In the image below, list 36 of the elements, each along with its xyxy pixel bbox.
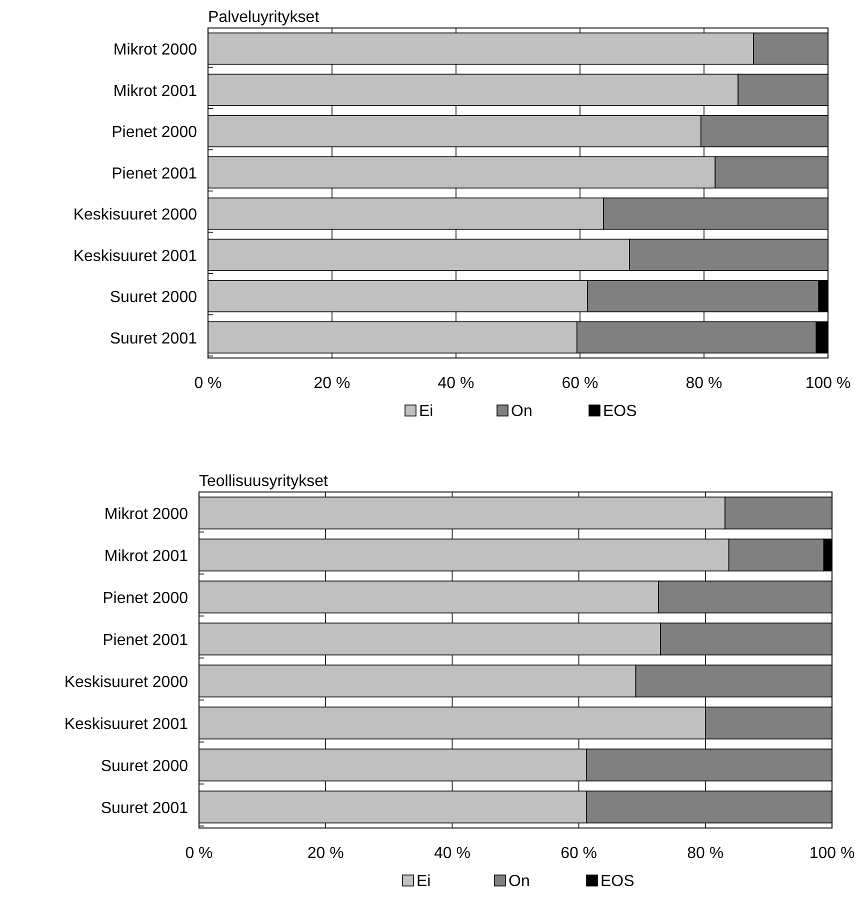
y-tick-label: Suuret 2000: [110, 289, 198, 306]
y-tick-label: Mikrot 2001: [113, 82, 198, 100]
y-tick-label: Pienet 2000: [102, 590, 188, 607]
y-tick-label: Suuret 2001: [110, 330, 198, 348]
y-tick-label: Keskisuuret 2000: [73, 206, 198, 224]
x-tick-label: 100 %: [805, 375, 851, 392]
x-tick-label: 60 %: [560, 845, 598, 862]
legend-label: EOS: [600, 873, 634, 890]
y-tick-label: Suuret 2001: [100, 800, 188, 817]
y-tick-label: Keskisuuret 2001: [73, 248, 198, 265]
legend-label: EOS: [603, 403, 637, 420]
legend-label: Ei: [416, 873, 431, 890]
y-tick-label: Pienet 2001: [102, 632, 188, 649]
y-tick-label: Pienet 2001: [112, 165, 198, 182]
x-tick-label: 40 %: [434, 845, 470, 862]
x-tick-label: 40 %: [438, 375, 474, 392]
x-tick-label: 80 %: [686, 375, 722, 392]
y-tick-label: Mikrot 2000: [113, 42, 198, 59]
x-tick-label: 80 %: [687, 845, 724, 862]
x-tick-label: 0 %: [194, 375, 222, 392]
x-tick-label: 20 %: [314, 375, 350, 392]
legend-label: On: [511, 403, 532, 420]
chart-title: Teollisuusyritykset: [199, 473, 328, 490]
y-tick-label: Keskisuuret 2000: [64, 674, 188, 691]
y-tick-label: Pienet 2000: [112, 124, 198, 142]
y-tick-label: Keskisuuret 2001: [64, 716, 188, 733]
y-tick-label: Mikrot 2001: [104, 548, 188, 565]
x-tick-label: 60 %: [562, 375, 598, 392]
x-tick-label: 0 %: [185, 845, 213, 862]
y-tick-label: Mikrot 2000: [104, 506, 188, 523]
x-tick-label: 20 %: [307, 845, 344, 862]
legend-label: On: [508, 873, 530, 890]
x-tick-label: 100 %: [809, 845, 855, 862]
y-tick-label: Suuret 2000: [100, 758, 188, 775]
legend-label: Ei: [419, 403, 434, 420]
chart-title: Palveluyritykset: [208, 9, 320, 26]
